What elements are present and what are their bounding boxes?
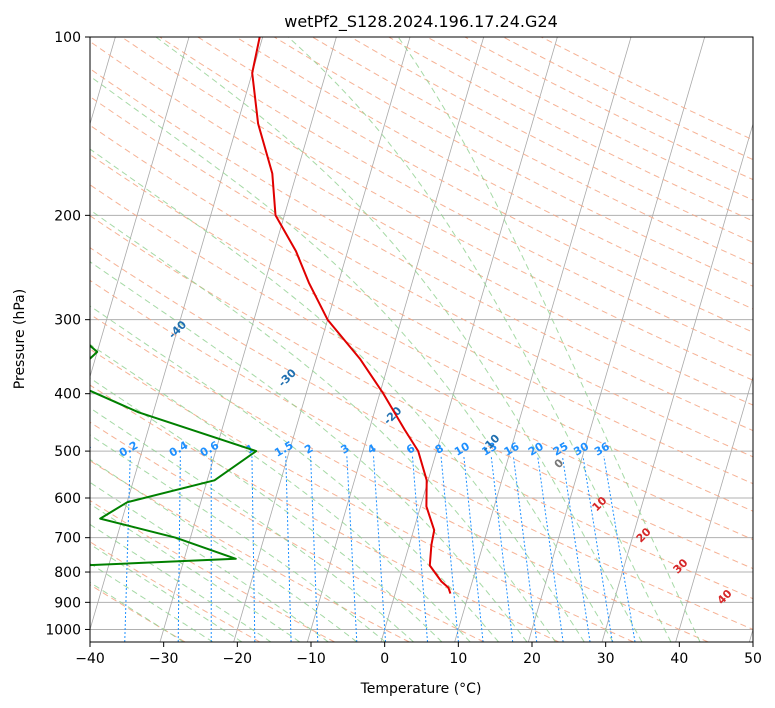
moist-adiabat-line	[90, 377, 443, 642]
moist-adiabat-line	[90, 503, 301, 642]
isotherm-line	[90, 37, 190, 379]
profile-series	[90, 37, 452, 594]
mixing-ratio-line	[346, 456, 358, 642]
x-tick-label: −30	[149, 651, 179, 667]
isotherm-line	[380, 37, 558, 642]
y-tick-label: 700	[54, 531, 81, 547]
mixing-ratio-line	[310, 456, 319, 642]
x-tick-label: −40	[75, 651, 105, 667]
mixing-ratio-line	[411, 456, 429, 642]
mixing-ratio-line	[285, 456, 292, 642]
x-tick-label: −10	[296, 651, 326, 667]
dry-adiabat-line	[90, 421, 485, 642]
dewpoint-line	[90, 344, 258, 567]
dry-adiabat-line	[90, 124, 753, 485]
moist-adiabat-line	[90, 458, 358, 642]
axis-ticks: −40 −30 −20 −10 0 10 20 30 40 50 100 200 300 400 500 60…	[45, 30, 762, 667]
y-tick-label: 900	[54, 595, 81, 611]
isotherm-line	[159, 37, 337, 642]
mixing-ratio-line	[561, 456, 591, 642]
dry-adiabat-line	[90, 541, 261, 642]
y-tick-label: 200	[54, 208, 81, 224]
x-tick-label: 40	[670, 651, 688, 667]
dry-adiabat-line	[90, 348, 634, 642]
moist-adiabat-line	[90, 305, 499, 642]
moist-adiabat-line	[90, 261, 528, 642]
isotherm-line	[675, 375, 753, 642]
isotherm-line	[233, 37, 411, 642]
mixing-ratio-line	[440, 456, 459, 642]
mixing-ratio-label: 0.1	[70, 439, 93, 460]
x-tick-label: 20	[523, 651, 541, 667]
mixing-ratio-line	[251, 456, 256, 642]
mixing-ratio-line	[124, 456, 131, 642]
dry-adiabat-line	[90, 247, 753, 600]
dry-adiabat-line	[90, 96, 753, 458]
mixing-ratio-line	[537, 456, 564, 642]
moist-adiabat-line	[287, 37, 672, 642]
dry-adiabat-line	[273, 37, 753, 287]
dry-adiabat-line	[90, 460, 410, 642]
dry-adiabat-line	[235, 37, 753, 310]
mixing-ratio-line	[512, 456, 538, 642]
plot-frame	[89, 36, 754, 643]
dry-adiabat-line	[90, 184, 753, 541]
x-tick-label: 50	[744, 651, 762, 667]
y-tick-label: 600	[54, 491, 81, 507]
x-tick-label: 30	[597, 651, 615, 667]
y-tick-label: 100	[54, 30, 81, 46]
dry-adiabat-line	[121, 37, 753, 381]
mixing-ratio-line	[373, 456, 387, 642]
y-axis-title: Pressure (hPa)	[12, 289, 28, 389]
y-tick-label: 1000	[45, 622, 81, 638]
y-tick-label: 400	[54, 387, 81, 403]
mixing-ratio-line	[177, 456, 181, 642]
mixing-ratio-line	[463, 456, 484, 642]
mixing-ratio-line	[603, 456, 636, 642]
dry-adiabat-line	[90, 279, 753, 630]
moist-adiabat-line	[90, 75, 614, 642]
moist-adiabat-line	[90, 148, 585, 642]
mixing-ratio-line	[490, 456, 514, 642]
dry-adiabat-line	[90, 215, 753, 570]
y-tick-label: 500	[54, 444, 81, 460]
x-axis-title: Temperature (°C)	[360, 681, 482, 697]
y-tick-label: 300	[54, 313, 81, 329]
chart-title: wetPf2_S128.2024.196.17.24.G24	[284, 12, 558, 32]
dry-adiabat-line	[90, 154, 753, 512]
moist-adiabat-line	[155, 37, 643, 642]
moist-adiabat-line	[90, 209, 556, 642]
y-tick-label: 800	[54, 565, 81, 581]
moist-adiabat-line	[90, 481, 329, 642]
dry-adiabat-line	[90, 584, 186, 642]
dry-adiabat-line	[90, 40, 753, 406]
moist-adiabat-line	[90, 343, 471, 642]
x-tick-label: 10	[449, 651, 467, 667]
isotherm-line	[454, 37, 632, 642]
isotherm-line	[527, 37, 706, 642]
dry-adiabat-line	[90, 313, 709, 642]
temperature-line	[251, 37, 452, 594]
mixing-ratio-line	[582, 456, 613, 642]
background-lines	[90, 37, 753, 642]
x-tick-label: −20	[223, 651, 253, 667]
moist-adiabat-line	[397, 37, 701, 642]
moist-adiabat-line	[90, 407, 414, 642]
x-tick-label: 0	[380, 651, 389, 667]
